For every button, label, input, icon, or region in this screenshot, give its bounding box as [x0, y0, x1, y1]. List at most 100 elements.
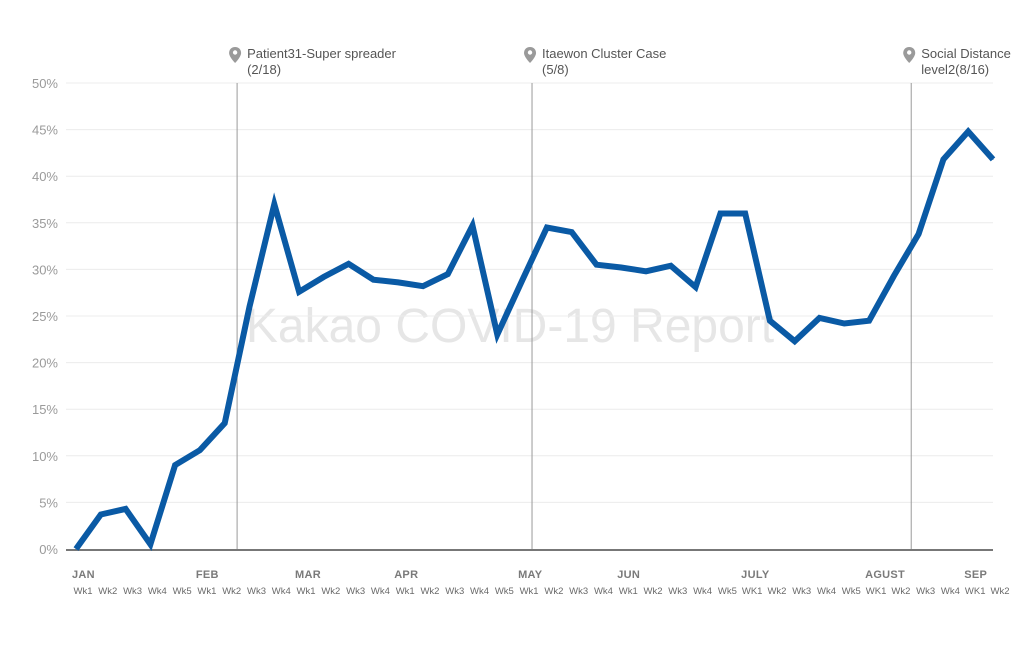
month-label: SEP	[964, 569, 987, 581]
data-point	[620, 267, 622, 269]
week-tick-label: Wk2	[420, 586, 439, 597]
month-label: JUN	[617, 569, 640, 581]
y-tick-label: 50%	[32, 76, 58, 91]
week-tick-label: Wk4	[272, 586, 291, 597]
week-tick-label: WK1	[866, 586, 887, 597]
data-point	[199, 449, 201, 451]
week-tick-label: Wk1	[297, 586, 316, 597]
week-tick-label: Wk1	[520, 586, 539, 597]
data-point	[967, 130, 969, 132]
data-point	[149, 543, 151, 545]
week-tick-label: Wk2	[222, 586, 241, 597]
y-tick-label: 40%	[32, 169, 58, 184]
data-point	[75, 548, 77, 550]
data-point	[521, 280, 523, 282]
data-point	[571, 231, 573, 233]
data-point	[397, 281, 399, 283]
y-tick-label: 35%	[32, 216, 58, 231]
data-point	[496, 334, 498, 336]
data-point	[273, 203, 275, 205]
y-tick-label: 10%	[32, 449, 58, 464]
week-tick-label: Wk4	[941, 586, 960, 597]
map-pin-icon	[229, 47, 242, 63]
week-tick-label: Wk2	[891, 586, 910, 597]
month-label: AGUST	[865, 569, 905, 581]
week-tick-label: Wk2	[321, 586, 340, 597]
week-tick-label: Wk1	[396, 586, 415, 597]
axis-layer: 0% 5% 10% 15% 20% 25% 30% 35% 40% 45% 50% JAN FEB MAR…	[32, 76, 1010, 597]
data-point	[769, 320, 771, 322]
map-pin-icon	[903, 47, 916, 63]
data-point	[125, 508, 127, 510]
week-tick-label: Wk5	[495, 586, 514, 597]
map-pin-shape	[903, 47, 916, 63]
week-tick-label: Wk3	[247, 586, 266, 597]
data-point	[992, 158, 994, 160]
month-label: MAY	[518, 569, 543, 581]
data-point	[670, 265, 672, 267]
map-pin-shape	[229, 47, 242, 63]
week-tick-label: Wk1	[197, 586, 216, 597]
data-point	[719, 212, 721, 214]
data-point	[645, 270, 647, 272]
week-tick-label: Wk2	[644, 586, 663, 597]
data-point	[248, 306, 250, 308]
y-tick-label: 5%	[39, 495, 58, 510]
map-pin-icon	[524, 47, 537, 63]
data-point	[794, 340, 796, 342]
y-tick-label: 15%	[32, 402, 58, 417]
data-point	[918, 233, 920, 235]
week-tick-label: Wk3	[569, 586, 588, 597]
annotation-title: Patient31-Super spreader	[247, 46, 397, 61]
month-label: JAN	[72, 569, 95, 581]
map-pin-hole	[527, 50, 533, 55]
week-tick-label: WK1	[965, 586, 986, 597]
data-point	[546, 226, 548, 228]
data-point	[298, 291, 300, 293]
month-label: MAR	[295, 569, 321, 581]
week-tick-label: Wk3	[346, 586, 365, 597]
week-tick-label: Wk3	[916, 586, 935, 597]
week-tick-label: Wk5	[842, 586, 861, 597]
grid-layer	[66, 82, 993, 503]
data-point	[174, 464, 176, 466]
map-pin-shape	[524, 47, 537, 63]
week-tick-label: Wk4	[470, 586, 489, 597]
week-tick-label: Wk3	[668, 586, 687, 597]
data-point	[372, 279, 374, 281]
week-tick-label: Wk4	[693, 586, 712, 597]
annotation-date: level2(8/16)	[921, 62, 989, 77]
week-tick-label: Wk2	[98, 586, 117, 597]
week-tick-label: Wk2	[767, 586, 786, 597]
map-pin-hole	[232, 50, 238, 55]
week-tick-label: Wk3	[445, 586, 464, 597]
week-tick-label: Wk4	[817, 586, 836, 597]
week-tick-label: Wk4	[594, 586, 613, 597]
data-point	[323, 276, 325, 278]
week-tick-label: Wk2	[991, 586, 1010, 597]
y-tick-label: 20%	[32, 356, 58, 371]
line-layer	[73, 126, 996, 552]
month-label: FEB	[196, 569, 219, 581]
annotation-date: (5/8)	[542, 62, 569, 77]
series-line	[73, 126, 996, 552]
data-point	[744, 212, 746, 214]
y-tick-label: 45%	[32, 123, 58, 138]
data-point	[472, 225, 474, 227]
week-tick-label: Wk4	[148, 586, 167, 597]
data-point	[819, 317, 821, 319]
week-tick-label: WK1	[742, 586, 763, 597]
data-point	[224, 422, 226, 424]
week-tick-label: Wk2	[544, 586, 563, 597]
y-tick-label: 25%	[32, 309, 58, 324]
data-point	[942, 158, 944, 160]
data-point	[447, 273, 449, 275]
annotation-title: Social Distance	[921, 46, 1011, 61]
week-tick-label: Wk3	[792, 586, 811, 597]
annotation-date: (2/18)	[247, 62, 281, 77]
y-tick-label: 0%	[39, 542, 58, 557]
map-pin-hole	[907, 50, 912, 55]
month-label: APR	[394, 569, 418, 581]
week-tick-label: Wk5	[718, 586, 737, 597]
